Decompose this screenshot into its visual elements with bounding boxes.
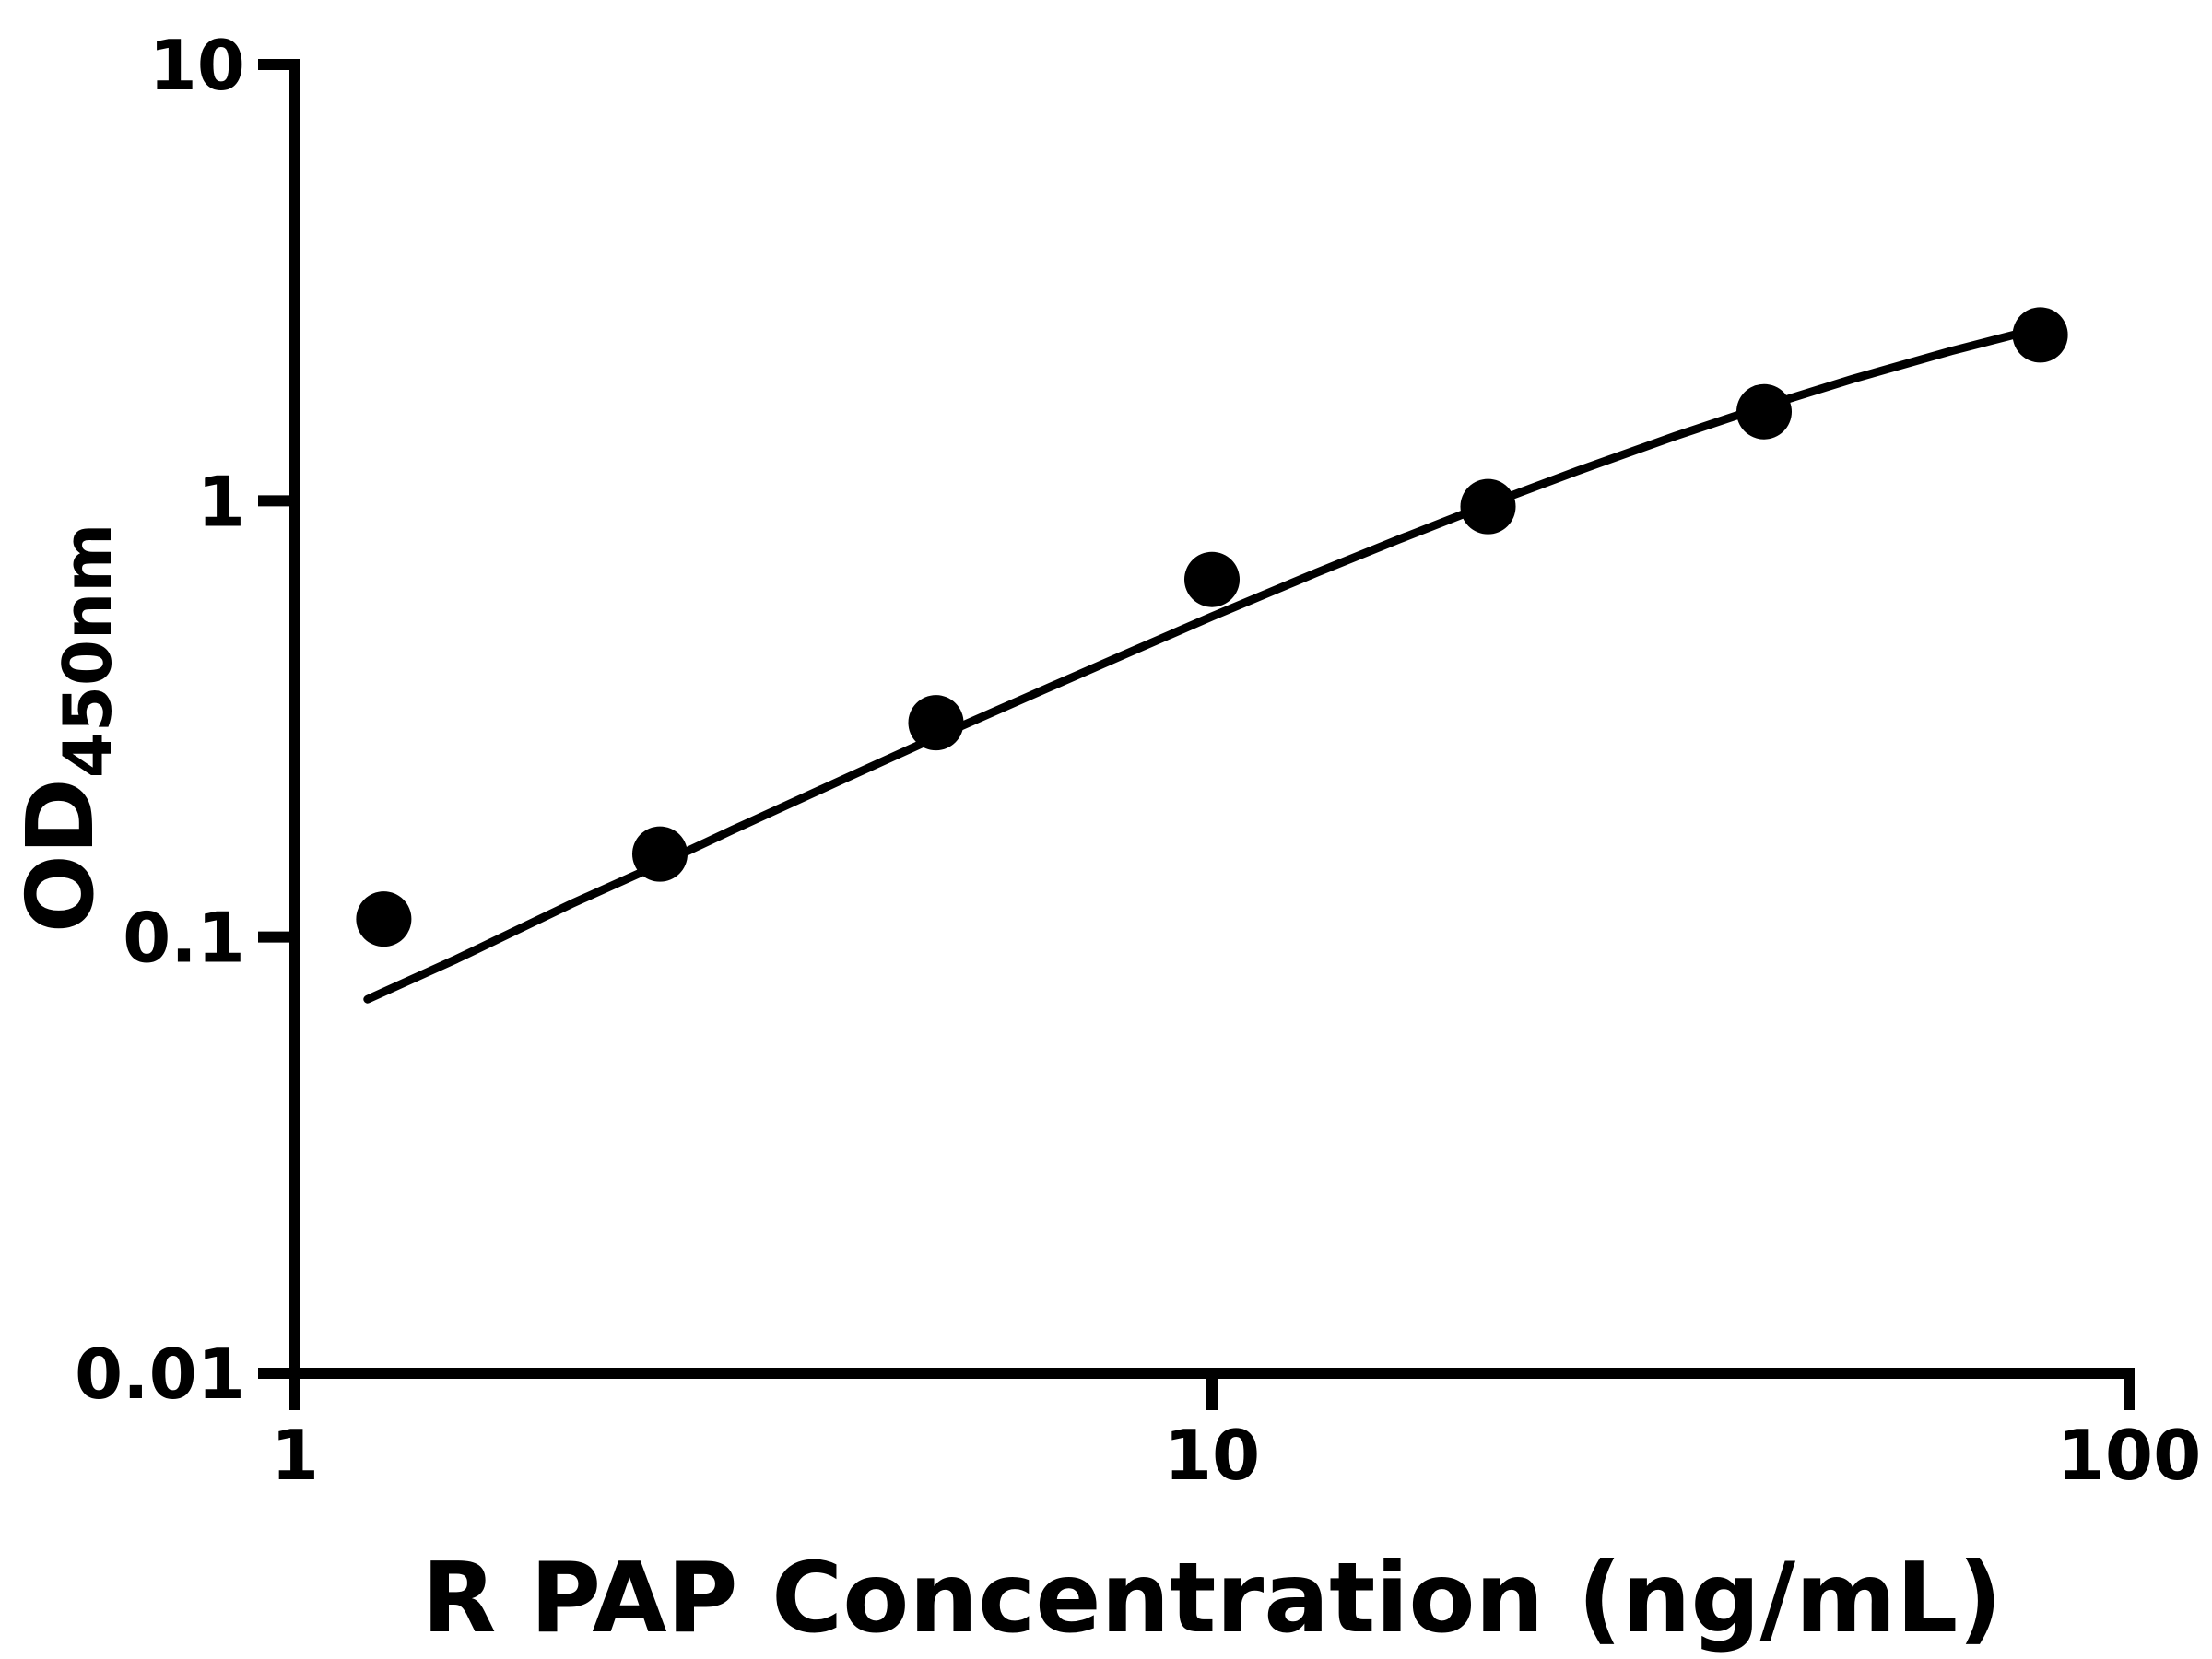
data-point [1184,551,1240,607]
data-point [2012,307,2068,363]
y-axis-title-main: OD [6,778,114,933]
data-point [632,826,688,882]
y-tick-label: 1 [197,461,245,542]
x-tick-label: 1 [271,1415,319,1496]
x-tick-label: 10 [1164,1415,1260,1496]
data-point [1736,383,1792,440]
y-tick-label: 10 [149,25,245,106]
data-point [908,695,964,751]
data-point [356,891,412,947]
x-tick-label: 100 [2057,1415,2202,1496]
data-point [1460,478,1516,535]
y-tick-label: 0.1 [123,898,245,979]
y-axis-title-subscript: 450nm [49,524,126,779]
y-tick-label: 0.01 [75,1334,245,1415]
fit-curve [363,324,2045,1004]
y-axis-title: OD450nm [6,524,126,934]
x-axis-title: R PAP Concentration (ng/mL) [422,1542,2003,1654]
